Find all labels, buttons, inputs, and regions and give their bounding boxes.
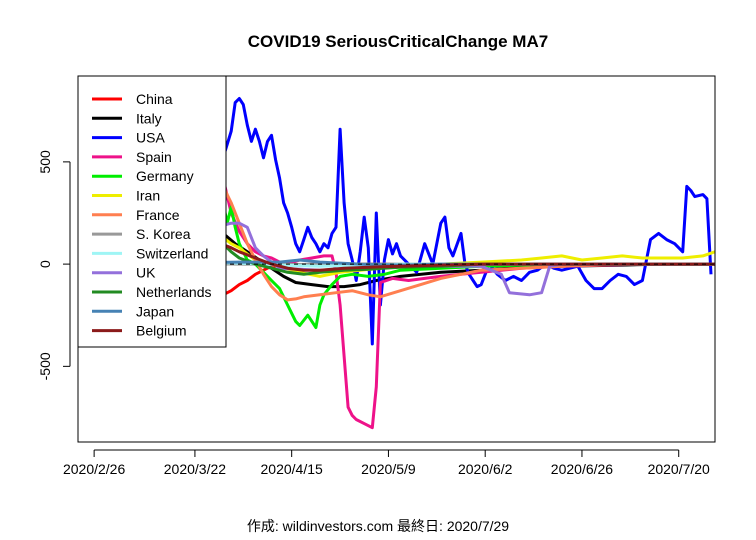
x-axis: 2020/2/26 2020/3/22 2020/4/15 2020/5/9 2020/… <box>63 449 710 477</box>
y-axis: -500 0 500 <box>37 150 71 380</box>
series-line-france <box>173 174 715 302</box>
legend-label-switzerland: Switzerland <box>136 245 208 261</box>
legend-label-usa: USA <box>136 130 165 146</box>
x-tick-label: 2020/7/20 <box>648 461 710 477</box>
x-tick-label: 2020/2/26 <box>63 461 125 477</box>
y-tick-label: 500 <box>37 150 53 174</box>
legend-label-uk: UK <box>136 265 156 281</box>
legend-label-belgium: Belgium <box>136 323 187 339</box>
y-tick-label: -500 <box>37 352 53 380</box>
x-tick-label: 2020/4/15 <box>261 461 323 477</box>
chart-title: COVID19 SeriousCriticalChange MA7 <box>248 32 548 51</box>
x-tick-label: 2020/5/9 <box>361 461 416 477</box>
legend-label-iran: Iran <box>136 188 160 204</box>
legend-label-spain: Spain <box>136 149 172 165</box>
y-tick-label: 0 <box>37 260 53 268</box>
legend-label-italy: Italy <box>136 110 162 126</box>
x-tick-label: 2020/6/26 <box>551 461 613 477</box>
caption: 作成: wildinvestors.com 最終日: 2020/7/29 <box>246 518 510 534</box>
legend-label-germany: Germany <box>136 168 194 184</box>
legend-box <box>77 75 227 348</box>
legend-label-netherlands: Netherlands <box>136 284 212 300</box>
series-line-spain <box>141 166 715 430</box>
legend-label-japan: Japan <box>136 303 174 319</box>
x-tick-label: 2020/3/22 <box>164 461 226 477</box>
series-line-usa <box>181 97 713 346</box>
x-tick-label: 2020/6/2 <box>458 461 513 477</box>
legend-label-china: China <box>136 91 173 107</box>
legend: China Italy USA Spain Germany Iran France S. Ko… <box>77 75 227 348</box>
legend-label-france: France <box>136 207 180 223</box>
legend-label-s-korea: S. Korea <box>136 226 191 242</box>
